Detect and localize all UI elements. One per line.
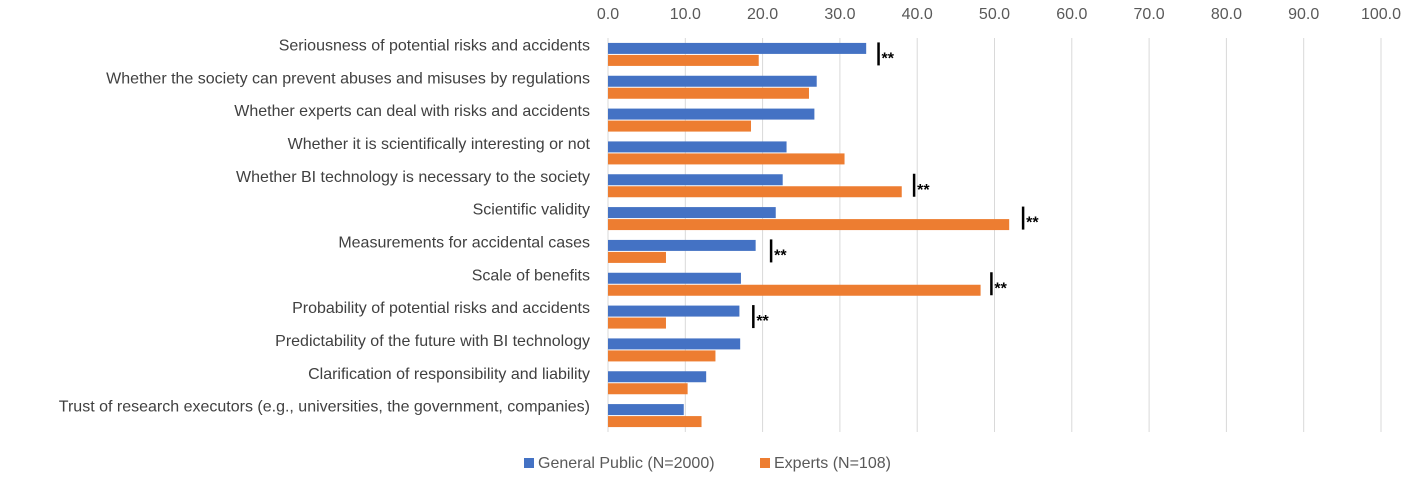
category-label: Clarification of responsibility and liab… <box>308 366 590 383</box>
category-label: Measurements for accidental cases <box>338 234 590 251</box>
category-label: Scale of benefits <box>472 267 590 284</box>
bar-general-public <box>608 42 867 54</box>
gridlines <box>607 38 1382 432</box>
x-tick-label: 30.0 <box>824 6 855 23</box>
significance-label: ** <box>994 280 1007 297</box>
bar-experts <box>608 416 702 428</box>
significance-label: ** <box>882 50 895 67</box>
x-tick-label: 10.0 <box>670 6 701 23</box>
bar-experts <box>608 87 809 99</box>
category-label: Whether BI technology is necessary to th… <box>236 169 590 186</box>
legend-label: General Public (N=2000) <box>538 455 715 472</box>
category-label: Whether it is scientifically interesting… <box>288 136 591 153</box>
x-tick-label: 100.0 <box>1361 6 1401 23</box>
bar-experts <box>608 284 981 296</box>
bar-experts <box>608 317 666 329</box>
category-label: Predictability of the future with BI tec… <box>275 333 590 350</box>
category-labels: Seriousness of potential risks and accid… <box>59 37 591 415</box>
bar-general-public <box>608 305 740 317</box>
bar-experts <box>608 350 716 362</box>
bar-general-public <box>608 239 756 251</box>
bar-experts <box>608 54 759 66</box>
significance-label: ** <box>917 182 930 199</box>
bar-experts <box>608 153 845 165</box>
x-tick-label: 50.0 <box>979 6 1010 23</box>
x-tick-label: 20.0 <box>747 6 778 23</box>
bar-experts <box>608 120 752 132</box>
x-tick-label: 60.0 <box>1056 6 1087 23</box>
bar-general-public <box>608 141 787 153</box>
bar-experts <box>608 251 666 263</box>
category-label: Trust of research executors (e.g., unive… <box>59 399 590 416</box>
bar-general-public <box>608 338 741 350</box>
x-tick-label: 80.0 <box>1211 6 1242 23</box>
x-axis-ticks: 0.0 10.0 20.0 30.0 40.0 50.0 60.0 70.0 80.0 90.0 1… <box>597 6 1401 23</box>
bars <box>608 42 1010 428</box>
bar-general-public <box>608 371 707 383</box>
legend: General Public (N=2000) Experts (N=108) <box>524 455 891 472</box>
category-label: Seriousness of potential risks and accid… <box>279 37 590 54</box>
legend-swatch <box>524 458 534 468</box>
bar-general-public <box>608 404 684 416</box>
legend-swatch <box>760 458 770 468</box>
x-tick-label: 70.0 <box>1134 6 1165 23</box>
category-label: Whether the society can prevent abuses a… <box>106 70 590 87</box>
bar-experts <box>608 383 688 395</box>
bar-general-public <box>608 75 817 87</box>
bar-experts <box>608 186 902 198</box>
x-tick-label: 40.0 <box>902 6 933 23</box>
significance-label: ** <box>756 313 769 330</box>
significance-label: ** <box>1026 215 1039 232</box>
category-label: Probability of potential risks and accid… <box>292 300 590 317</box>
x-tick-label: 0.0 <box>597 6 619 23</box>
category-label: Scientific validity <box>473 202 590 219</box>
category-label: Whether experts can deal with risks and … <box>234 103 590 120</box>
bar-experts <box>608 219 1010 231</box>
significance-label: ** <box>774 247 787 264</box>
significance-markers: ** ** ** ** ** ** <box>752 42 1039 330</box>
bar-general-public <box>608 272 741 284</box>
bar-general-public <box>608 174 783 186</box>
bar-general-public <box>608 108 815 120</box>
legend-label: Experts (N=108) <box>774 455 891 472</box>
bar-general-public <box>608 207 776 219</box>
x-tick-label: 90.0 <box>1288 6 1319 23</box>
